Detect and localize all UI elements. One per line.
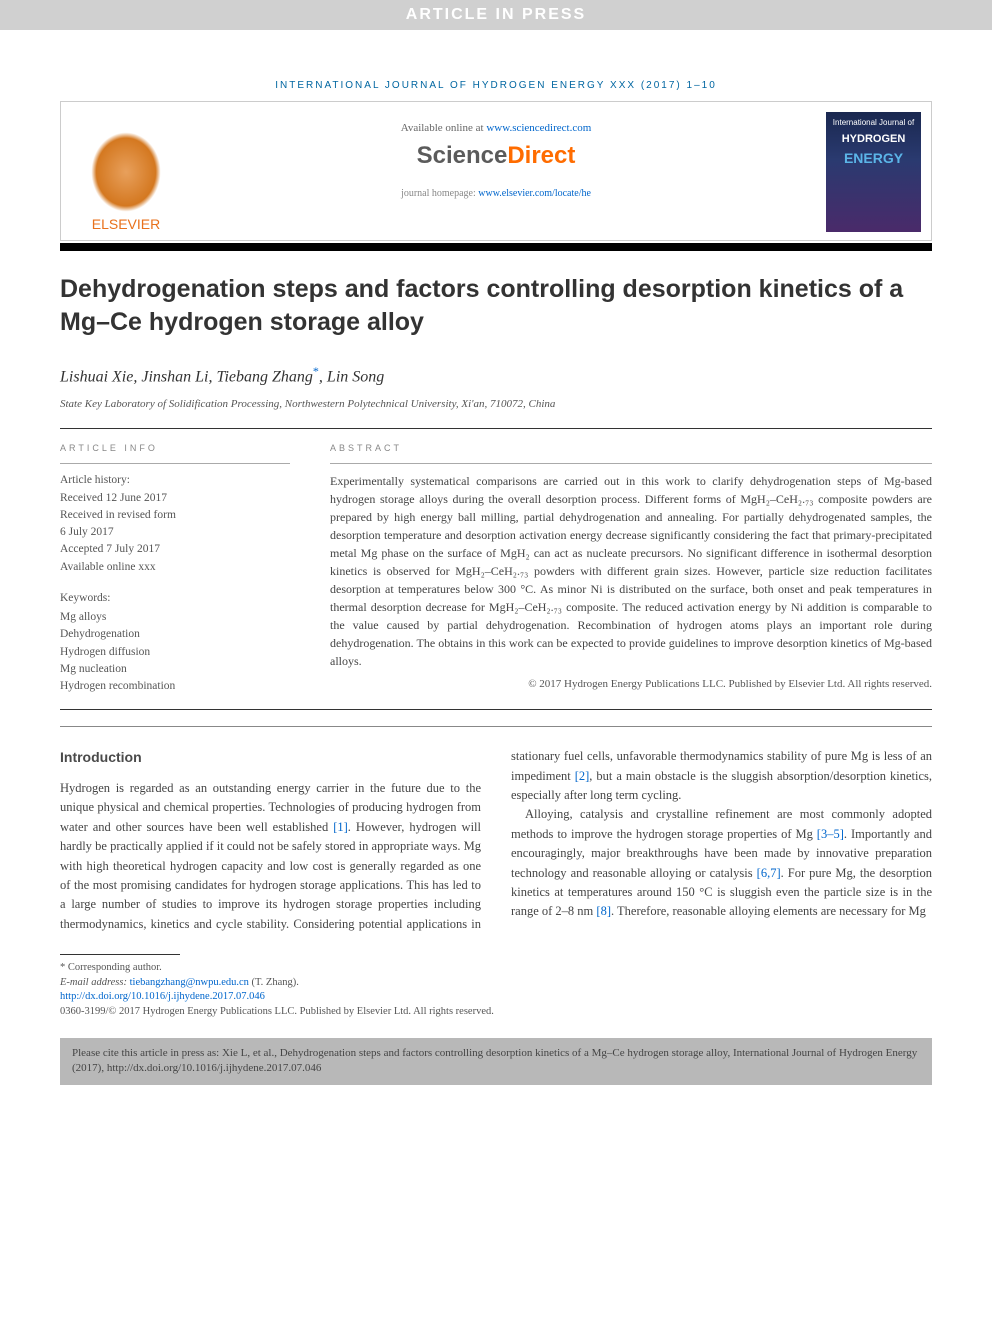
abstract-copyright: © 2017 Hydrogen Energy Publications LLC.… [330, 678, 932, 690]
cover-title-2: ENERGY [832, 151, 915, 166]
available-online-text: Available online at www.sciencedirect.co… [201, 122, 791, 134]
header-divider [60, 243, 932, 251]
article-body: Introduction Hydrogen is regarded as an … [60, 747, 932, 934]
metadata-grid: ARTICLE INFO Article history: Received 1… [60, 443, 932, 695]
separator [60, 709, 932, 710]
citation-link[interactable]: [6,7] [757, 866, 781, 880]
journal-homepage-text: journal homepage: www.elsevier.com/locat… [201, 188, 791, 199]
separator [60, 428, 932, 429]
doi-link[interactable]: http://dx.doi.org/10.1016/j.ijhydene.201… [60, 991, 265, 1002]
journal-header: ELSEVIER International Journal of HYDROG… [60, 101, 932, 241]
separator [60, 463, 290, 464]
keywords-block: Keywords: Mg alloys Dehydrogenation Hydr… [60, 590, 290, 696]
abstract-text: Experimentally systematical comparisons … [330, 472, 932, 670]
sd-direct: Direct [507, 142, 575, 169]
keyword: Mg nucleation [60, 661, 290, 678]
accepted-date: Accepted 7 July 2017 [60, 541, 290, 558]
abstract-column: ABSTRACT Experimentally systematical com… [330, 443, 932, 695]
issn-copyright: 0360-3199/© 2017 Hydrogen Energy Publica… [60, 1005, 932, 1020]
email-line: E-mail address: tiebangzhang@nwpu.edu.cn… [60, 976, 932, 991]
body-paragraph: Alloying, catalysis and crystalline refi… [511, 805, 932, 921]
elsevier-logo[interactable]: ELSEVIER [71, 112, 181, 232]
citation-link[interactable]: [1] [333, 820, 348, 834]
page-content: INTERNATIONAL JOURNAL OF HYDROGEN ENERGY… [0, 30, 992, 1125]
article-history: Article history: Received 12 June 2017 R… [60, 472, 290, 576]
article-info-label: ARTICLE INFO [60, 443, 290, 453]
revised-label: Received in revised form [60, 507, 290, 524]
introduction-heading: Introduction [60, 747, 481, 769]
article-title: Dehydrogenation steps and factors contro… [60, 273, 932, 338]
cover-subtitle: International Journal of [832, 118, 915, 127]
journal-reference: INTERNATIONAL JOURNAL OF HYDROGEN ENERGY… [60, 70, 932, 101]
sciencedirect-link[interactable]: www.sciencedirect.com [486, 122, 591, 134]
separator [330, 463, 932, 464]
keyword: Hydrogen recombination [60, 678, 290, 695]
footnote-separator [60, 954, 180, 955]
corresponding-author-note: * Corresponding author. [60, 961, 932, 976]
journal-cover-thumbnail[interactable]: International Journal of HYDROGEN ENERGY [826, 112, 921, 232]
keywords-label: Keywords: [60, 590, 290, 607]
keyword: Hydrogen diffusion [60, 644, 290, 661]
revised-date: 6 July 2017 [60, 524, 290, 541]
elsevier-tree-icon [91, 132, 161, 212]
journal-homepage-link[interactable]: www.elsevier.com/locate/he [478, 188, 591, 199]
article-in-press-banner: ARTICLE IN PRESS [0, 0, 992, 30]
citation-link[interactable]: [2] [575, 769, 590, 783]
elsevier-label: ELSEVIER [92, 216, 160, 232]
affiliation: State Key Laboratory of Solidification P… [60, 398, 932, 410]
footnotes: * Corresponding author. E-mail address: … [60, 961, 932, 1020]
citation-box: Please cite this article in press as: Xi… [60, 1038, 932, 1085]
abstract-label: ABSTRACT [330, 443, 932, 453]
sciencedirect-logo[interactable]: ScienceDirect [201, 142, 791, 170]
article-info-column: ARTICLE INFO Article history: Received 1… [60, 443, 290, 695]
online-date: Available online xxx [60, 559, 290, 576]
citation-link[interactable]: [3–5] [817, 827, 844, 841]
keyword: Mg alloys [60, 609, 290, 626]
sd-science: Science [417, 142, 508, 169]
author-email-link[interactable]: tiebangzhang@nwpu.edu.cn [130, 977, 249, 988]
author-list: Lishuai Xie, Jinshan Li, Tiebang Zhang*,… [60, 364, 932, 386]
received-date: Received 12 June 2017 [60, 490, 290, 507]
citation-link[interactable]: [8] [596, 904, 611, 918]
cover-title-1: HYDROGEN [832, 133, 915, 145]
keyword: Dehydrogenation [60, 626, 290, 643]
separator [60, 726, 932, 727]
history-label: Article history: [60, 472, 290, 489]
